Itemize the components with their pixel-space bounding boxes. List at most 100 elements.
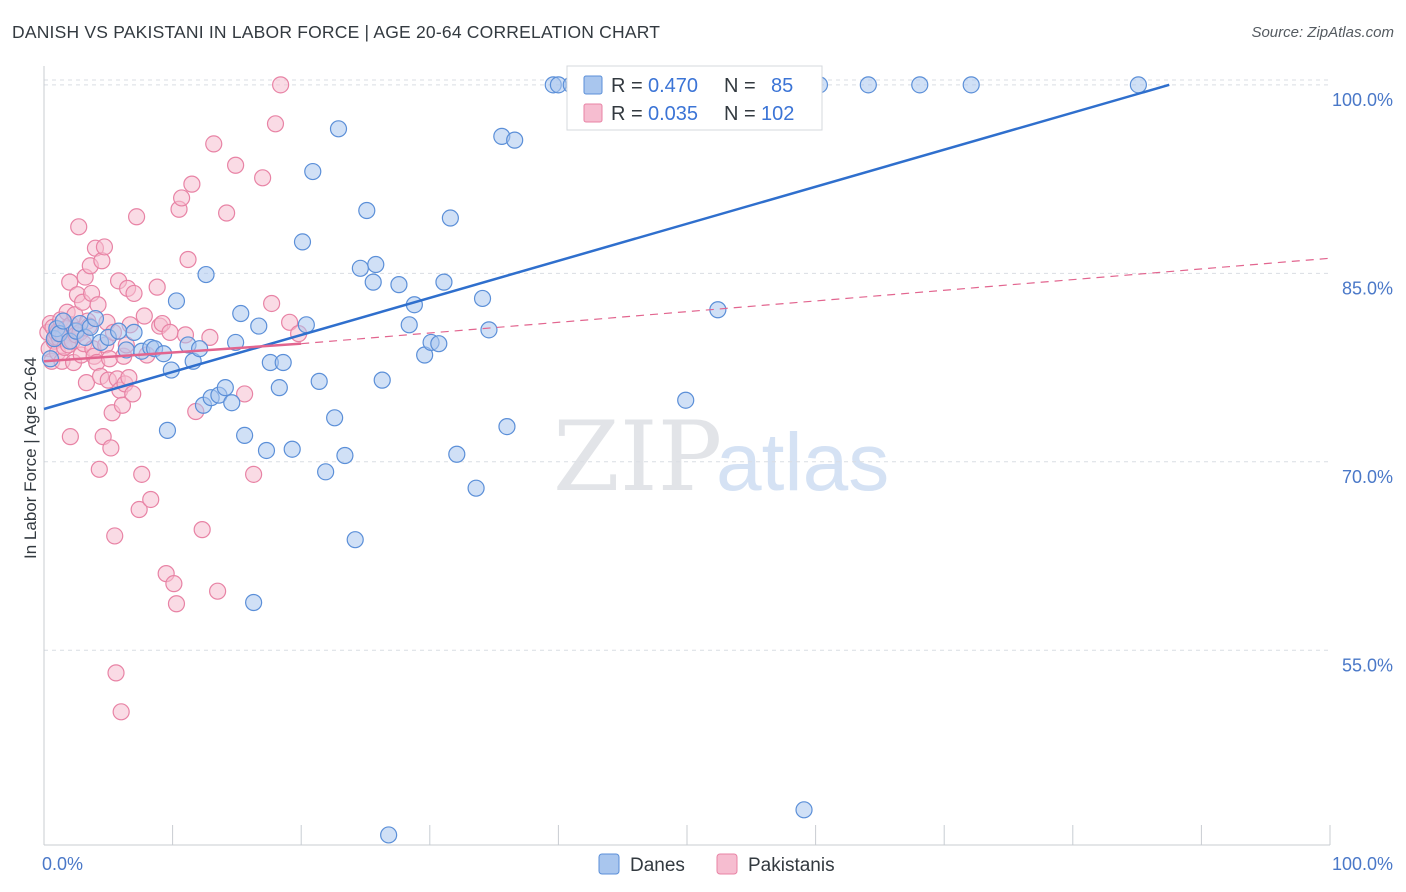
danes-point-64 xyxy=(441,209,459,227)
pakistanis-point-72 xyxy=(135,307,153,325)
pakistanis-point-86 xyxy=(183,175,201,193)
pakistanis-point-81 xyxy=(167,595,186,613)
danes-point-13 xyxy=(109,322,128,340)
danes-point-51 xyxy=(351,259,369,277)
danes-point-39 xyxy=(270,379,288,397)
pakistanis-point-99 xyxy=(272,76,290,94)
pakistanis-point-79 xyxy=(161,323,179,341)
pakistanis-point-51 xyxy=(102,439,120,457)
pakistanis-point-85 xyxy=(179,250,197,269)
chart-source: Source: ZipAtlas.com xyxy=(1251,24,1394,41)
pakistanis-point-91 xyxy=(209,582,227,600)
danes-point-87 xyxy=(911,76,929,94)
pakistanis-point-80 xyxy=(165,575,183,593)
y-tick-labels: 55.0% 70.0% 85.0% 100.0% xyxy=(1332,90,1393,675)
pakistanis-point-46 xyxy=(95,238,114,256)
x-tick-labels: 0.0% 100.0% xyxy=(42,854,1393,874)
pakistanis-point-44 xyxy=(93,252,111,270)
pakistanis-point-83 xyxy=(173,189,191,207)
danes-point-62 xyxy=(430,335,448,353)
danes-point-52 xyxy=(358,201,376,220)
pakistanis-swatch xyxy=(583,103,603,123)
danes-point-63 xyxy=(435,273,453,291)
danes-point-42 xyxy=(293,233,312,251)
danes-point-10 xyxy=(86,309,105,328)
danes-point-47 xyxy=(326,409,344,427)
pakistanis-point-100 xyxy=(281,313,299,331)
pakistanis-point-55 xyxy=(107,664,125,682)
danes-point-89 xyxy=(1129,76,1147,94)
danes-trend-line xyxy=(43,83,1170,411)
axes xyxy=(43,66,1331,846)
pakistanis-point-89 xyxy=(201,328,219,346)
danes-point-43 xyxy=(297,316,315,334)
danes-point-71 xyxy=(506,131,524,149)
danes-point-27 xyxy=(197,265,215,284)
pakistanis-point-97 xyxy=(263,294,281,313)
pakistanis-point-18 xyxy=(61,273,79,291)
x-tick-label-min: 0.0% xyxy=(42,854,83,874)
danes-point-49 xyxy=(336,446,354,465)
pakistanis-legend-swatch xyxy=(716,853,738,875)
pakistanis-point-96 xyxy=(254,169,272,187)
danes-point-31 xyxy=(223,394,241,412)
danes-point-40 xyxy=(274,353,292,372)
pakistanis-point-68 xyxy=(125,284,143,303)
danes-point-33 xyxy=(232,304,250,323)
danes-point-15 xyxy=(125,323,143,341)
danes-point-56 xyxy=(380,826,398,844)
pakistanis-point-50 xyxy=(100,350,119,368)
pakistanis-r-value: 0.035 xyxy=(648,103,698,125)
watermark: ZIP atlas xyxy=(553,401,889,513)
pakistanis-trend-dashed xyxy=(301,257,1331,345)
pakistanis-point-67 xyxy=(124,385,142,403)
danes-point-45 xyxy=(310,372,328,390)
danes-point-48 xyxy=(329,120,348,138)
danes-point-34 xyxy=(236,426,254,444)
danes-point-25 xyxy=(191,340,209,358)
pakistanis-point-92 xyxy=(218,204,236,222)
danes-point-67 xyxy=(473,289,492,308)
pakistanis-legend-label: Pakistanis xyxy=(748,855,835,876)
danes-point-80 xyxy=(677,391,695,409)
danes-point-37 xyxy=(257,441,276,460)
pakistanis-point-95 xyxy=(245,465,263,483)
y-tick-label-3: 100.0% xyxy=(1332,90,1393,110)
danes-point-0 xyxy=(41,350,60,368)
pakistanis-point-70 xyxy=(130,500,148,519)
danes-point-46 xyxy=(317,463,335,481)
pakistanis-point-88 xyxy=(193,521,211,539)
pakistanis-point-93 xyxy=(227,156,245,174)
danes-point-50 xyxy=(346,531,364,549)
danes-point-44 xyxy=(304,162,322,181)
danes-point-20 xyxy=(158,421,177,439)
trend-lines xyxy=(43,83,1331,411)
pakistanis-point-54 xyxy=(106,527,124,545)
danes-n-value: 85 xyxy=(771,75,793,97)
danes-point-30 xyxy=(216,379,234,397)
pakistanis-point-42 xyxy=(90,460,108,478)
danes-point-66 xyxy=(467,479,485,497)
danes-points xyxy=(41,76,1147,844)
stats-legend: R = 0.470 N = 85 R = 0.035 N = 102 xyxy=(566,65,823,131)
danes-point-41 xyxy=(283,440,301,458)
pakistanis-point-69 xyxy=(127,208,146,226)
pakistanis-point-32 xyxy=(77,374,96,392)
pakistanis-point-75 xyxy=(148,278,166,296)
pakistanis-point-90 xyxy=(205,135,223,153)
pakistanis-n-label: N = xyxy=(724,103,756,125)
pakistanis-point-98 xyxy=(266,115,285,133)
y-tick-label-2: 85.0% xyxy=(1342,278,1393,298)
danes-point-54 xyxy=(367,255,385,274)
danes-point-36 xyxy=(250,317,268,335)
danes-point-4 xyxy=(54,312,72,330)
pakistanis-point-19 xyxy=(61,428,79,446)
danes-r-value: 0.470 xyxy=(648,75,698,97)
y-tick-label-1: 70.0% xyxy=(1342,467,1393,487)
pakistanis-point-71 xyxy=(133,465,151,483)
pakistanis-trend-solid xyxy=(43,342,302,363)
danes-n-label: N = xyxy=(724,75,756,97)
pakistanis-r-label: R = xyxy=(611,103,643,125)
pakistanis-n-value: 102 xyxy=(761,103,794,125)
watermark-atlas: atlas xyxy=(716,417,889,508)
